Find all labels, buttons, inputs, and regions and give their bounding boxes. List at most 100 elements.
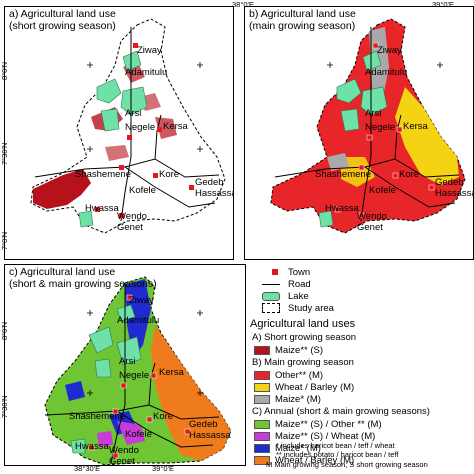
town-label-hwassa: Hwassa <box>85 203 119 214</box>
town-label-kore: Kore <box>399 169 420 180</box>
town-label-kofele: Kofele <box>125 429 152 440</box>
tick-bottom-38-30-e: 38°30'E <box>74 464 101 473</box>
town-label-adamitulu: Adamitulu <box>365 67 408 78</box>
town-label-kersa: Kersa <box>163 121 188 132</box>
lakes <box>70 304 142 454</box>
town-label-wendo-genet: Wendo Genet <box>109 445 139 466</box>
swatch-other-main <box>254 370 270 380</box>
map-panel-a: a) Agricultural land use (short growing … <box>4 6 234 260</box>
tick-top-39-0-e: 39°0'E <box>432 0 454 9</box>
town-label-wendo-genet: Wendo Genet <box>357 211 387 233</box>
map-panel-c: c) Agricultural land use (short & main g… <box>4 264 246 466</box>
legend-section-a: A) Short growing season <box>252 332 357 343</box>
towns <box>334 42 435 219</box>
legend-item-a-0: Maize** (S) <box>254 344 323 356</box>
town-label-shashemene: Shashemene <box>315 169 371 180</box>
legend-item-label: Maize* (M) <box>275 442 321 454</box>
legend-road: Road <box>262 278 311 290</box>
towns <box>95 43 194 218</box>
legend-study-area-label: Study area <box>288 302 334 314</box>
graticule-crosses <box>87 62 203 152</box>
legend-item-b-0: Other** (M) <box>254 369 323 381</box>
town-label-kersa: Kersa <box>159 367 184 378</box>
town-label-shashemene: Shashemene <box>69 411 125 422</box>
town-label-kore: Kore <box>159 169 180 180</box>
lakes <box>78 50 148 228</box>
legend-note-3: M Main growing season; S short growing s… <box>266 460 428 469</box>
panel-c-title: c) Agricultural land use (short & main g… <box>9 266 157 290</box>
legend-item-b-2: Maize* (M) <box>254 393 321 405</box>
legend-item-label: Maize** (S) / Wheat (M) <box>275 430 376 442</box>
legend-lake: Lake <box>262 290 309 302</box>
town-label-hwassa: Hwassa <box>325 203 359 214</box>
legend-item-c-2: Maize* (M) <box>254 442 321 454</box>
town-label-ziway: Ziway <box>377 45 402 56</box>
town-label-gedeb-hassassa: Gedeb Hassassa <box>435 177 474 199</box>
lake-swatch <box>262 291 280 301</box>
map-a-svg <box>30 18 226 234</box>
tick-top-38-0-e: 38°0'E <box>232 0 254 9</box>
town-label-adamitulu: Adamitulu <box>125 67 168 78</box>
legend-item-label: Maize** (S) <box>275 344 324 356</box>
legend-road-label: Road <box>288 278 311 290</box>
maize-wheat-annual-area <box>97 421 145 447</box>
legend-section-b: B) Main growing season <box>252 357 354 368</box>
legend-item-c-3: Wheat / Barley (M) <box>254 454 354 466</box>
town-label-gedeb-hassassa: Gedeb Hassassa <box>189 419 231 441</box>
legend-item-label: Maize** (S) / Other ** (M) <box>275 418 382 430</box>
legend-lake-label: Lake <box>288 290 309 302</box>
town-label-arsi-negele: Arsi Negele <box>125 108 156 133</box>
swatch-wheat-barley-main <box>254 382 270 392</box>
panel-a-title: a) Agricultural land use (short growing … <box>9 8 116 32</box>
graticule-crosses <box>327 62 443 68</box>
tick-left-8-0-n: 8°0'N <box>0 61 9 80</box>
roads <box>274 27 460 222</box>
panel-b-title: b) Agricultural land use (main growing s… <box>249 8 356 32</box>
map-c-svg <box>44 276 232 465</box>
town-label-gedeb-hassassa: Gedeb Hassassa <box>195 177 234 199</box>
lakes <box>318 50 388 228</box>
roads <box>34 27 220 222</box>
town-label-arsi-negele: Arsi Negele <box>119 356 150 381</box>
map-panel-b: b) Agricultural land use (main growing s… <box>244 6 474 260</box>
town-label-wendo-genet: Wendo Genet <box>117 211 147 233</box>
study-area-outline <box>270 18 466 234</box>
swatch-maize-main-annual <box>254 443 270 453</box>
legend-section-c: C) Annual (short & main growing seasons) <box>252 406 430 417</box>
town-label-kersa: Kersa <box>403 121 428 132</box>
town-label-shashemene: Shashemene <box>75 169 131 180</box>
swatch-maize-main <box>254 394 270 404</box>
town-label-adamitulu: Adamitulu <box>117 315 160 326</box>
swatch-wheat-barley-annual <box>254 455 270 465</box>
graticule-crosses <box>87 310 203 396</box>
legend-note-1: * includes haricot bean / teff / wheat <box>276 441 395 450</box>
town-label-ziway: Ziway <box>137 45 162 56</box>
legend-item-c-0: Maize** (S) / Other ** (M) <box>254 418 382 430</box>
town-label-ziway: Ziway <box>129 295 154 306</box>
legend-study-area: Study area <box>262 302 334 314</box>
legend-item-label: Wheat / Barley (M) <box>275 454 355 466</box>
legend-item-label: Other** (M) <box>275 369 324 381</box>
swatch-maize-other <box>254 419 270 429</box>
tick-left-7-0-n: 7°0'N <box>0 231 9 250</box>
map-b-svg <box>270 18 466 234</box>
legend-town: Town <box>272 266 310 278</box>
tick-left-c-7-30-n: 7°30'N <box>0 395 9 418</box>
legend-item-b-1: Wheat / Barley (M) <box>254 381 354 393</box>
town-marker <box>272 269 278 275</box>
swatch-maize-short <box>254 345 270 355</box>
legend-item-label: Wheat / Barley (M) <box>275 381 355 393</box>
wheat-barley-main-area <box>341 87 459 187</box>
tick-left-c-8-0-n: 8°0'N <box>0 321 9 340</box>
town-label-kofele: Kofele <box>369 185 396 196</box>
town-label-kofele: Kofele <box>129 185 156 196</box>
town-label-hwassa: Hwassa <box>75 441 109 452</box>
legend-item-label: Maize* (M) <box>275 393 321 405</box>
towns <box>88 294 191 459</box>
road-line-icon <box>262 283 280 285</box>
town-label-kore: Kore <box>153 411 174 422</box>
legend: Town Road Lake Study area Agricultural l… <box>250 266 472 472</box>
legend-note-2: ** includes potato / haricot bean / teff <box>276 450 399 459</box>
legend-item-c-1: Maize** (S) / Wheat (M) <box>254 430 375 442</box>
wheat-barley-annual-area <box>151 325 231 461</box>
